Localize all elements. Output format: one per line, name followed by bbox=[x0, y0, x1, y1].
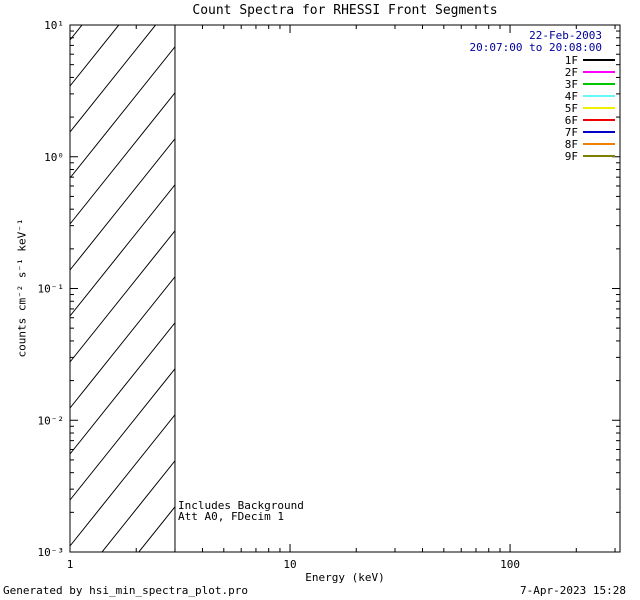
legend-entry-label: 1F bbox=[564, 53, 578, 67]
legend-entry: 5F bbox=[564, 101, 615, 115]
hatched-region bbox=[70, 25, 175, 552]
legend-entry: 1F bbox=[564, 53, 615, 67]
y-tick-label: 10⁰ bbox=[44, 151, 64, 164]
legend-entry-label: 7F bbox=[564, 125, 578, 139]
legend-color-line bbox=[583, 143, 615, 145]
legend-time-range: 20:07:00 to 20:08:00 bbox=[469, 41, 602, 54]
legend-color-line bbox=[583, 95, 615, 97]
legend-date: 22-Feb-2003 bbox=[529, 29, 602, 42]
y-tick-label: 10⁻² bbox=[38, 414, 65, 427]
legend-entry-label: 3F bbox=[564, 77, 578, 91]
footer-generated-by: Generated by hsi_min_spectra_plot.pro bbox=[3, 584, 249, 597]
legend-color-line bbox=[583, 119, 615, 121]
legend-color-line bbox=[583, 83, 615, 85]
legend-entry: 8F bbox=[564, 137, 615, 151]
legend-entry: 2F bbox=[564, 65, 615, 79]
legend-entry: 9F bbox=[564, 149, 615, 163]
legend-entry-label: 2F bbox=[564, 65, 578, 79]
annotation-attenuator-state: Att A0, FDecim 1 bbox=[178, 510, 284, 523]
legend-color-line bbox=[583, 155, 615, 157]
x-axis-label: Energy (keV) bbox=[305, 571, 385, 584]
legend-color-line bbox=[583, 59, 615, 61]
y-axis-label: counts cm⁻² s⁻¹ keV⁻¹ bbox=[15, 218, 29, 358]
y-tick-label: 10⁻¹ bbox=[38, 283, 65, 296]
legend-entries: 1F 2F 3F 4F 5F 6F 7F 8F 9F bbox=[564, 53, 615, 163]
legend-color-line bbox=[583, 131, 615, 133]
footer-datetime: 7-Apr-2023 15:28 bbox=[520, 584, 626, 597]
chart-title: Count Spectra for RHESSI Front Segments bbox=[192, 3, 498, 18]
legend-entry: 3F bbox=[564, 77, 615, 91]
legend-entry-label: 4F bbox=[564, 89, 578, 103]
x-tick-label: 1 bbox=[67, 558, 74, 571]
legend-color-line bbox=[583, 71, 615, 73]
legend-entry: 6F bbox=[564, 113, 615, 127]
legend-color-line bbox=[583, 107, 615, 109]
x-tick-label: 10 bbox=[283, 558, 296, 571]
x-tick-label: 100 bbox=[500, 558, 520, 571]
legend-entry: 4F bbox=[564, 89, 615, 103]
legend-entry-label: 6F bbox=[564, 113, 578, 127]
y-tick-label: 10⁻³ bbox=[38, 546, 65, 559]
legend-entry: 7F bbox=[564, 125, 615, 139]
y-tick-label: 10¹ bbox=[44, 19, 64, 32]
legend: 22-Feb-2003 20:07:00 to 20:08:00 1F 2F 3F 4… bbox=[469, 29, 615, 163]
legend-entry-label: 8F bbox=[564, 137, 578, 151]
legend-entry-label: 5F bbox=[564, 101, 578, 115]
legend-entry-label: 9F bbox=[564, 149, 578, 163]
annotation-includes-background: Includes Background bbox=[178, 499, 304, 512]
